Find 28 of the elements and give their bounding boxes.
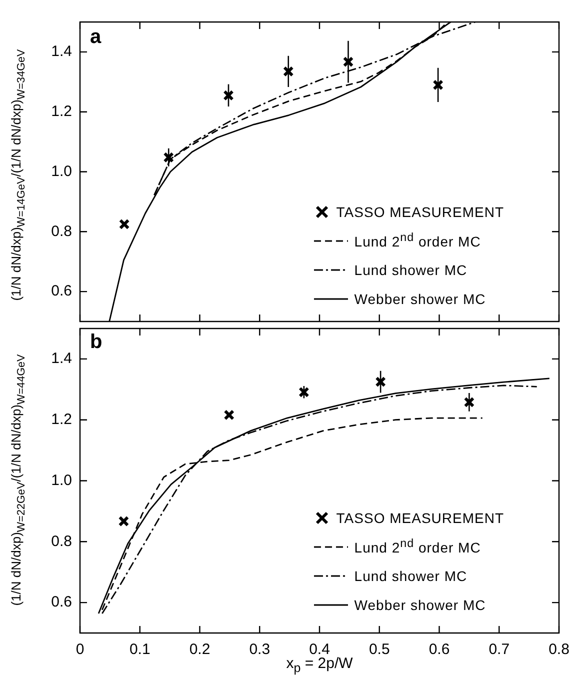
x-tick-label: 0 bbox=[76, 641, 84, 658]
y-tick-label: 1.4 bbox=[51, 350, 72, 368]
annotation: a bbox=[90, 26, 102, 49]
y-tick-label: 0.8 bbox=[51, 532, 72, 550]
legend-label: Webber shower MC bbox=[354, 290, 486, 306]
y-tick-label: 1.4 bbox=[51, 43, 72, 60]
legend-label: Lund 2$^{nd}$ order MC bbox=[354, 231, 481, 250]
y-tick-label: 0.8 bbox=[51, 222, 72, 240]
legend-label: TASSO MEASUREMENT bbox=[336, 204, 504, 220]
annotation: b bbox=[90, 331, 102, 354]
legend-label: TASSO MEASUREMENT bbox=[336, 510, 504, 526]
y-tick-label: 1.2 bbox=[51, 410, 72, 428]
x-tick-label: 0.6 bbox=[428, 641, 450, 658]
legend-label: Lund shower MC bbox=[354, 262, 468, 278]
y-tick-label: 1.0 bbox=[51, 162, 72, 180]
x-tick-label: 0.3 bbox=[249, 641, 270, 658]
y-tick-label: 1.0 bbox=[51, 472, 72, 489]
legend-label: Lund 2$^{nd}$ order MC bbox=[354, 537, 481, 556]
x-tick-label: 0.5 bbox=[368, 641, 390, 658]
legend-label: Lund shower MC bbox=[354, 568, 468, 584]
x-tick-label: 0.2 bbox=[189, 641, 210, 658]
x-tick-label: 0.1 bbox=[129, 641, 150, 658]
y-tick-label: 0.6 bbox=[51, 282, 72, 300]
x-tick-label: 0.7 bbox=[488, 641, 510, 658]
legend-label: Webber shower MC bbox=[354, 596, 486, 612]
x-tick-label: 0.8 bbox=[548, 641, 570, 658]
y-tick-label: 0.6 bbox=[51, 594, 72, 611]
y-tick-label: 1.2 bbox=[51, 102, 72, 120]
